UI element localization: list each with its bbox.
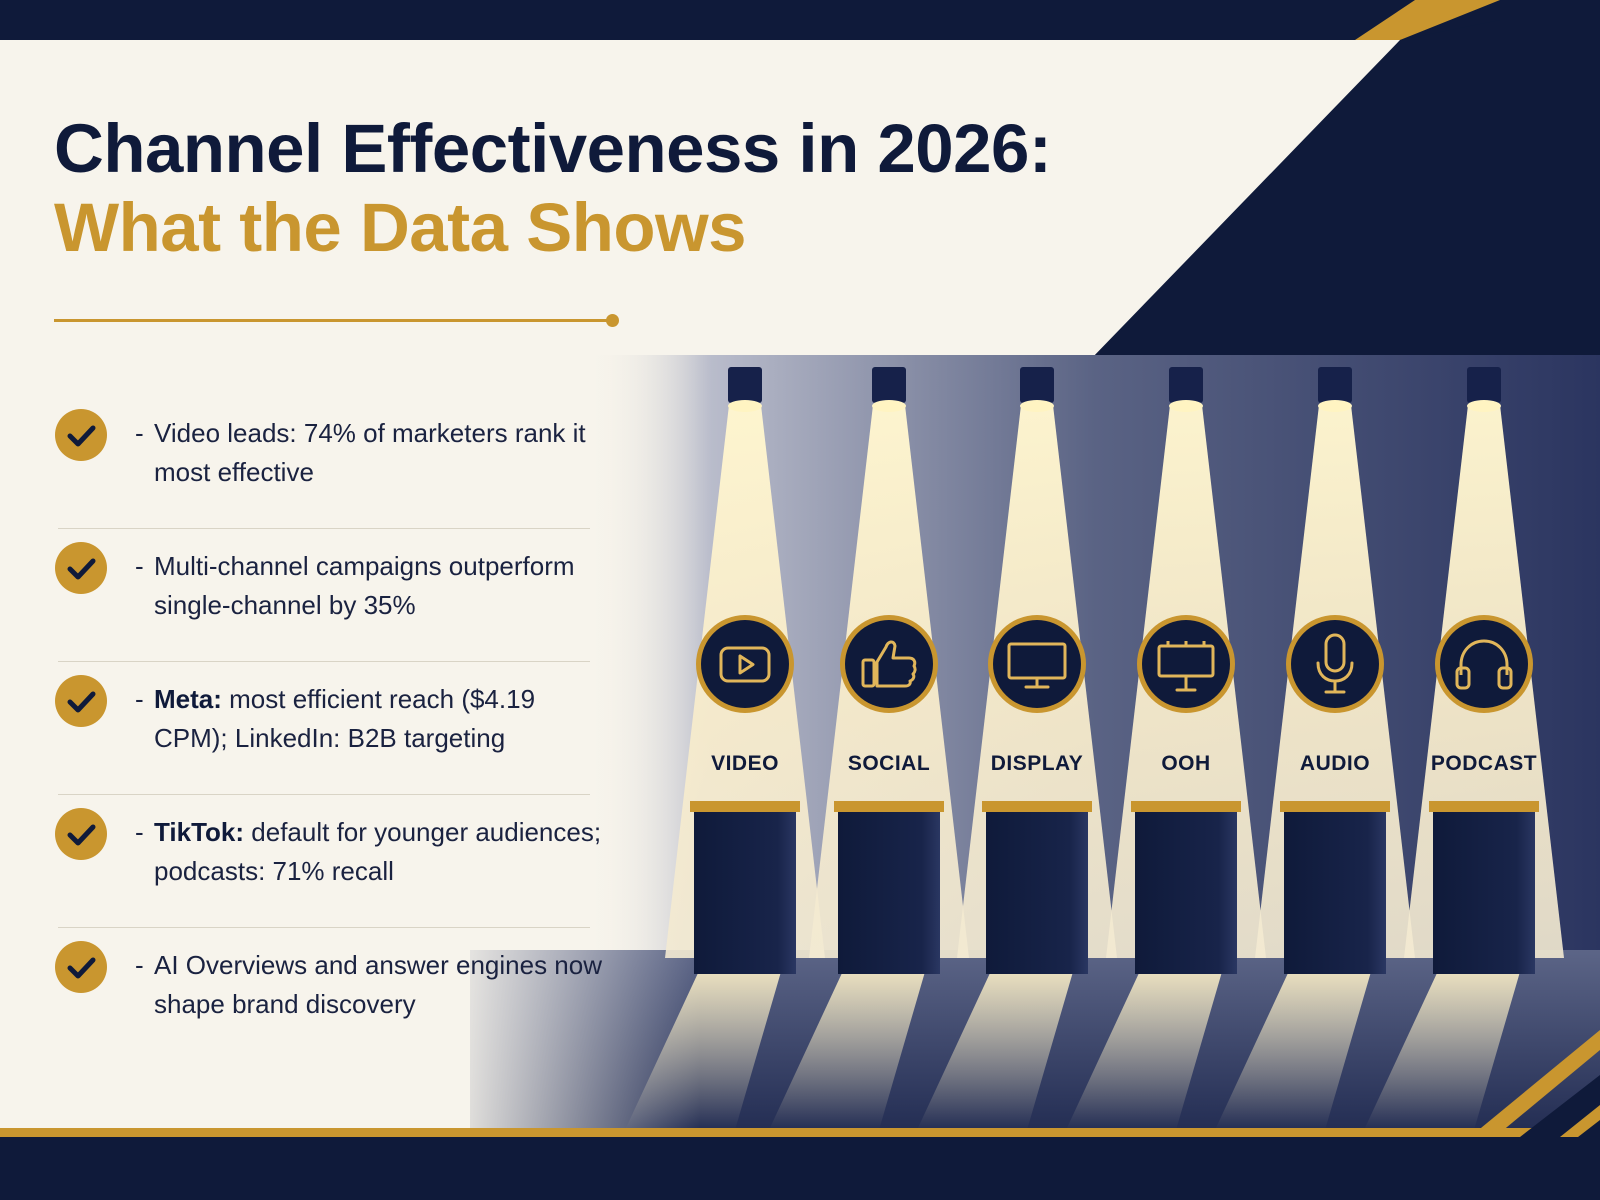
- pedestal: [838, 812, 940, 974]
- bullet-dash: -: [135, 551, 144, 581]
- finding-item: - AI Overviews and answer engines now sha…: [50, 932, 602, 1065]
- channel-label-ooh: OOH: [1161, 752, 1211, 775]
- finding-item: - Video leads: 74% of marketers rank it m…: [50, 400, 590, 533]
- finding-text: default for younger audiences; podcasts:…: [154, 817, 602, 886]
- pedestal: [1284, 812, 1386, 974]
- finding-text: Multi-channel campaigns outperform singl…: [154, 551, 575, 620]
- channel-label-video: VIDEO: [711, 752, 779, 775]
- finding-item: - TikTok: default for younger audiences; …: [50, 799, 601, 932]
- finding-emphasis: Meta:: [154, 684, 222, 714]
- spotlight-lamp: [1318, 367, 1352, 403]
- pedestal-cap: [1280, 801, 1390, 812]
- channel-label-social: SOCIAL: [847, 752, 931, 775]
- microphone-icon: [1284, 613, 1386, 715]
- divider: [58, 794, 590, 795]
- floor-light-ray: [1364, 958, 1524, 1130]
- headphones-icon: [1433, 613, 1535, 715]
- divider: [58, 528, 590, 529]
- pedestal-cap: [982, 801, 1092, 812]
- pedestal-cap: [690, 801, 800, 812]
- divider: [58, 661, 590, 662]
- title-underline: [54, 319, 610, 322]
- finding-text: Video leads: 74% of marketers rank it mo…: [154, 418, 586, 487]
- finding-text: most efficient reach ($4.19 CPM); Linked…: [154, 684, 536, 753]
- finding-item: - Meta: most efficient reach ($4.19 CPM);…: [50, 666, 590, 799]
- spotlight-lamp: [1467, 367, 1501, 403]
- title-line-2: What the Data Shows: [54, 188, 747, 266]
- floor-light-ray: [1215, 958, 1375, 1130]
- spotlight-glow: [1318, 400, 1352, 412]
- finding-emphasis: TikTok:: [154, 817, 245, 847]
- floor-light-ray: [917, 958, 1077, 1130]
- checkmark-icon: [55, 941, 107, 993]
- bullet-dash: -: [135, 418, 144, 448]
- floor-light-ray: [1066, 958, 1226, 1130]
- channel-label-audio: AUDIO: [1299, 752, 1371, 775]
- spotlight-glow: [872, 400, 906, 412]
- bullet-dash: -: [135, 950, 144, 980]
- title-underline-dot: [606, 314, 619, 327]
- page-title: Channel Effectiveness in 2026: What the …: [54, 110, 1052, 266]
- divider: [58, 927, 590, 928]
- monitor-icon: [986, 613, 1088, 715]
- pedestal: [1135, 812, 1237, 974]
- checkmark-icon: [55, 808, 107, 860]
- channel-label-display: DISPLAY: [990, 752, 1084, 775]
- key-findings-list: - Video leads: 74% of marketers rank it m…: [50, 400, 602, 1065]
- floor-light-ray: [769, 958, 929, 1130]
- finding-text: AI Overviews and answer engines now shap…: [154, 950, 603, 1019]
- floor-light-ray: [625, 958, 785, 1130]
- spotlight-glow: [1020, 400, 1054, 412]
- spotlight-glow: [1467, 400, 1501, 412]
- bullet-dash: -: [135, 817, 144, 847]
- finding-item: - Multi-channel campaigns outperform sing…: [50, 533, 590, 666]
- spotlight-lamp: [1020, 367, 1054, 403]
- bullet-dash: -: [135, 684, 144, 714]
- checkmark-icon: [55, 675, 107, 727]
- pedestal: [986, 812, 1088, 974]
- checkmark-icon: [55, 409, 107, 461]
- pedestal-cap: [1429, 801, 1539, 812]
- spotlight-glow: [1169, 400, 1203, 412]
- pedestal-cap: [834, 801, 944, 812]
- title-line-1: Channel Effectiveness in 2026:: [54, 110, 1052, 187]
- spotlight-lamp: [1169, 367, 1203, 403]
- pedestal: [694, 812, 796, 974]
- thumbs-up-icon: [838, 613, 940, 715]
- video-play-icon: [694, 613, 796, 715]
- billboard-icon: [1135, 613, 1237, 715]
- pedestal-cap: [1131, 801, 1241, 812]
- pedestal: [1433, 812, 1535, 974]
- channel-label-podcast: PODCAST: [1430, 752, 1538, 775]
- spotlight-lamp: [728, 367, 762, 403]
- spotlight-lamp: [872, 367, 906, 403]
- spotlight-glow: [728, 400, 762, 412]
- checkmark-icon: [55, 542, 107, 594]
